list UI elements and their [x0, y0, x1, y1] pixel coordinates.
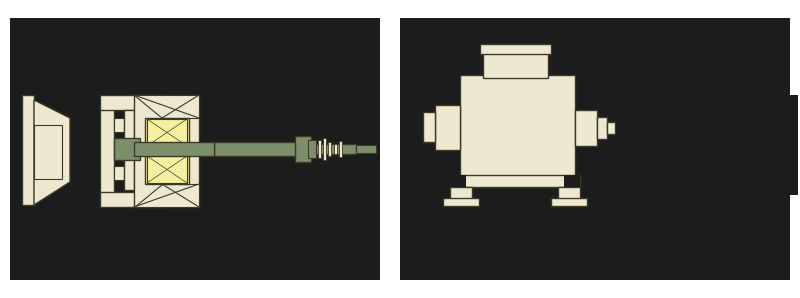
Bar	[423, 112, 435, 142]
Bar	[558, 187, 580, 202]
Bar	[145, 148, 189, 156]
Bar	[308, 140, 316, 158]
Bar	[328, 142, 331, 156]
Bar	[334, 144, 337, 154]
Bar	[450, 175, 466, 187]
Bar	[607, 122, 615, 134]
Bar	[145, 118, 189, 154]
Bar	[145, 148, 189, 184]
Bar	[435, 105, 460, 150]
Bar	[400, 18, 790, 280]
Bar	[483, 48, 548, 78]
Bar	[460, 75, 575, 180]
Bar	[100, 192, 162, 207]
Bar	[323, 138, 326, 160]
Bar	[295, 136, 311, 162]
Bar	[551, 198, 587, 206]
Bar	[443, 198, 479, 206]
Bar	[114, 118, 124, 132]
Bar	[22, 95, 34, 205]
Bar	[597, 117, 607, 139]
Bar	[480, 44, 551, 54]
Bar	[147, 156, 187, 183]
Polygon shape	[134, 95, 199, 118]
Polygon shape	[34, 100, 70, 205]
Bar	[100, 95, 162, 110]
Bar	[575, 110, 597, 146]
Bar	[780, 95, 798, 195]
Bar	[356, 145, 376, 153]
Bar	[339, 141, 342, 157]
Bar	[134, 142, 214, 156]
Bar	[114, 166, 124, 180]
Bar	[318, 140, 321, 158]
Bar	[114, 138, 140, 160]
Bar	[311, 144, 356, 154]
Bar	[450, 175, 580, 187]
Bar	[147, 119, 187, 146]
Polygon shape	[134, 184, 199, 207]
Bar	[564, 175, 580, 187]
Bar	[100, 105, 114, 193]
Bar	[450, 187, 472, 202]
Bar	[124, 110, 134, 190]
Bar	[10, 18, 380, 280]
Bar	[214, 142, 309, 156]
Bar	[134, 95, 199, 207]
Bar	[34, 125, 62, 179]
